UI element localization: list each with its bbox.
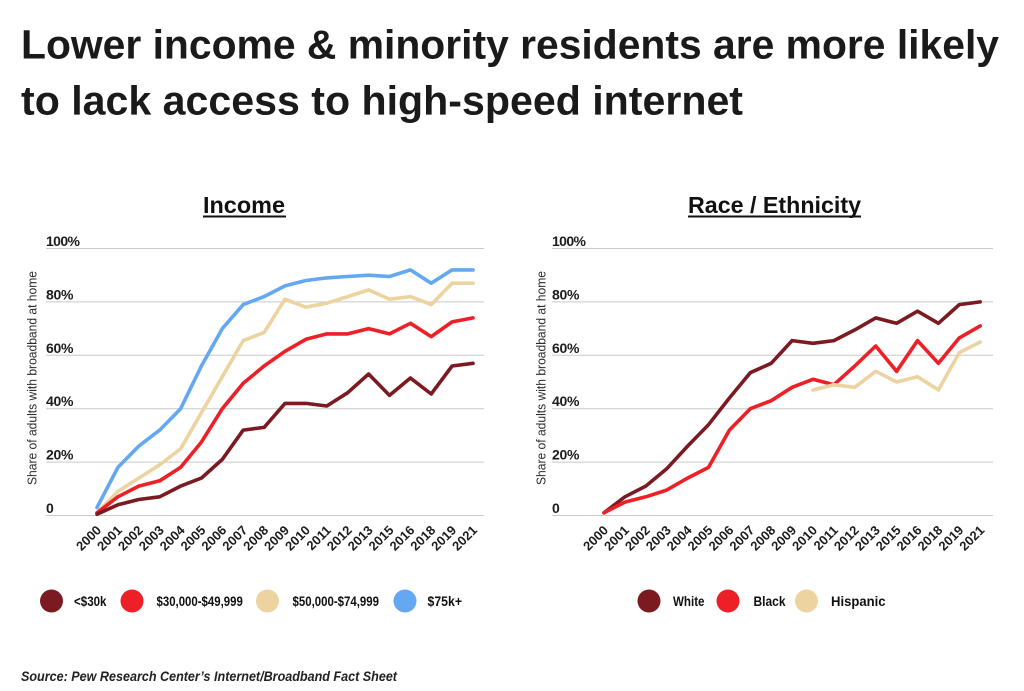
svg-text:Income: Income xyxy=(203,192,285,218)
svg-text:100%: 100% xyxy=(552,233,587,249)
svg-text:Lower income & minority reside: Lower income & minority residents are mo… xyxy=(21,22,999,68)
svg-text:Share of adults with broadband: Share of adults with broadband at home xyxy=(534,271,549,485)
svg-text:40%: 40% xyxy=(46,393,74,409)
svg-text:60%: 60% xyxy=(552,340,580,356)
svg-text:to lack access to high-speed i: to lack access to high-speed internet xyxy=(21,78,743,124)
svg-text:20%: 20% xyxy=(46,447,74,463)
svg-text:$75k+: $75k+ xyxy=(428,593,463,609)
svg-text:2021: 2021 xyxy=(449,523,480,554)
svg-text:80%: 80% xyxy=(552,286,580,302)
svg-text:Race / Ethnicity: Race / Ethnicity xyxy=(688,192,861,218)
svg-text:80%: 80% xyxy=(46,286,74,302)
svg-text:Share of adults with broadband: Share of adults with broadband at home xyxy=(25,271,40,485)
svg-text:$50,000-$74,999: $50,000-$74,999 xyxy=(293,593,380,609)
svg-text:40%: 40% xyxy=(552,393,580,409)
svg-text:Hispanic: Hispanic xyxy=(831,593,886,609)
svg-text:20%: 20% xyxy=(552,447,580,463)
svg-text:0: 0 xyxy=(46,500,54,516)
svg-text:Black: Black xyxy=(754,593,786,609)
svg-text:100%: 100% xyxy=(46,233,81,249)
svg-text:White: White xyxy=(673,593,705,609)
svg-text:0: 0 xyxy=(552,500,560,516)
svg-text:60%: 60% xyxy=(46,340,74,356)
svg-text:Source: Pew Research Center’s: Source: Pew Research Center’s Internet/B… xyxy=(21,668,398,684)
svg-text:$30,000-$49,999: $30,000-$49,999 xyxy=(157,593,243,609)
svg-text:<$30k: <$30k xyxy=(74,593,107,609)
svg-text:2021: 2021 xyxy=(956,523,987,554)
